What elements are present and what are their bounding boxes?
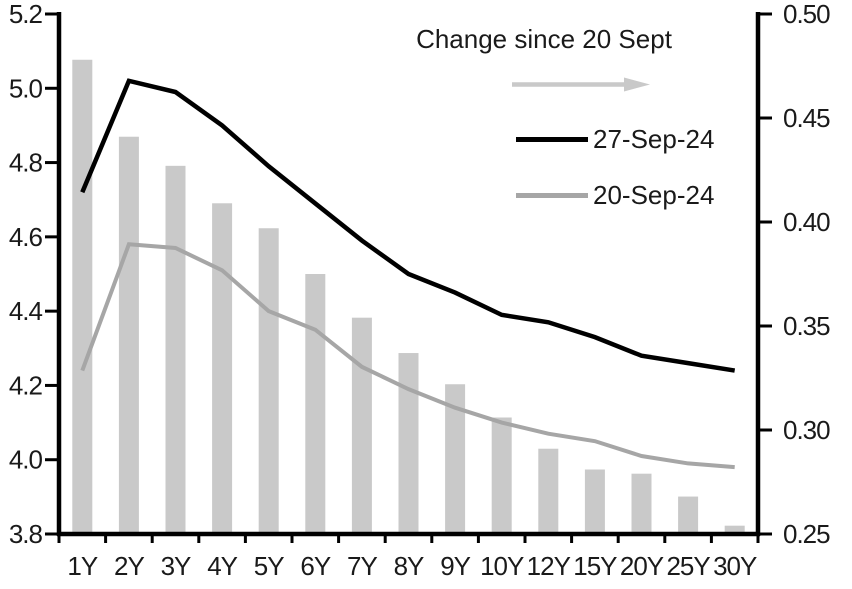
x-axis-label-30Y: 30Y	[713, 551, 757, 581]
x-axis-label-7Y: 7Y	[347, 551, 377, 581]
x-axis-label-1Y: 1Y	[67, 551, 97, 581]
left-axis-tick-label: 4.4	[9, 296, 43, 326]
left-axis-tick-label: 5.0	[9, 73, 43, 103]
right-axis-tick-label: 0.45	[783, 103, 830, 133]
bar-30Y	[724, 525, 745, 534]
x-axis-label-12Y: 12Y	[527, 551, 571, 581]
right-axis-tick-label: 0.35	[783, 311, 830, 341]
bar-6Y	[305, 274, 326, 534]
x-axis-label-25Y: 25Y	[666, 551, 710, 581]
x-axis-label-6Y: 6Y	[300, 551, 330, 581]
x-axis-label-4Y: 4Y	[207, 551, 237, 581]
right-axis-tick-label: 0.40	[783, 207, 830, 237]
bar-1Y	[72, 59, 93, 534]
bar-25Y	[678, 496, 699, 534]
bar-10Y	[491, 417, 512, 534]
bar-7Y	[351, 317, 372, 534]
series-line-27-Sep-24	[80, 78, 736, 373]
x-axis-label-8Y: 8Y	[394, 551, 424, 581]
x-axis-label-5Y: 5Y	[254, 551, 284, 581]
x-axis-label-2Y: 2Y	[114, 551, 144, 581]
bar-8Y	[398, 353, 419, 534]
x-axis-label-9Y: 9Y	[440, 551, 470, 581]
bar-2Y	[118, 136, 139, 534]
x-axis-label-3Y: 3Y	[161, 551, 191, 581]
bar-9Y	[445, 384, 466, 534]
left-axis-tick-label: 4.0	[9, 445, 43, 475]
left-axis-tick-label: 4.8	[9, 148, 43, 178]
bar-20Y	[631, 473, 652, 534]
left-axis-tick-label: 4.6	[9, 222, 43, 252]
right-axis-tick-label: 0.50	[783, 0, 830, 29]
bar-3Y	[165, 165, 186, 534]
bar-4Y	[212, 203, 233, 534]
series-line-20-Sep-24	[80, 242, 735, 470]
x-axis-label-15Y: 15Y	[573, 551, 617, 581]
bar-15Y	[584, 469, 605, 534]
x-axis-label-20Y: 20Y	[620, 551, 664, 581]
left-axis-tick-label: 5.2	[9, 0, 43, 29]
bar-5Y	[258, 228, 279, 535]
left-axis-tick-label: 4.2	[9, 370, 43, 400]
right-axis-tick-label: 0.30	[783, 415, 830, 445]
left-axis-tick-label: 3.8	[9, 519, 43, 549]
x-axis-label-10Y: 10Y	[480, 551, 524, 581]
right-axis-tick-label: 0.25	[783, 519, 830, 549]
bar-12Y	[538, 448, 559, 534]
